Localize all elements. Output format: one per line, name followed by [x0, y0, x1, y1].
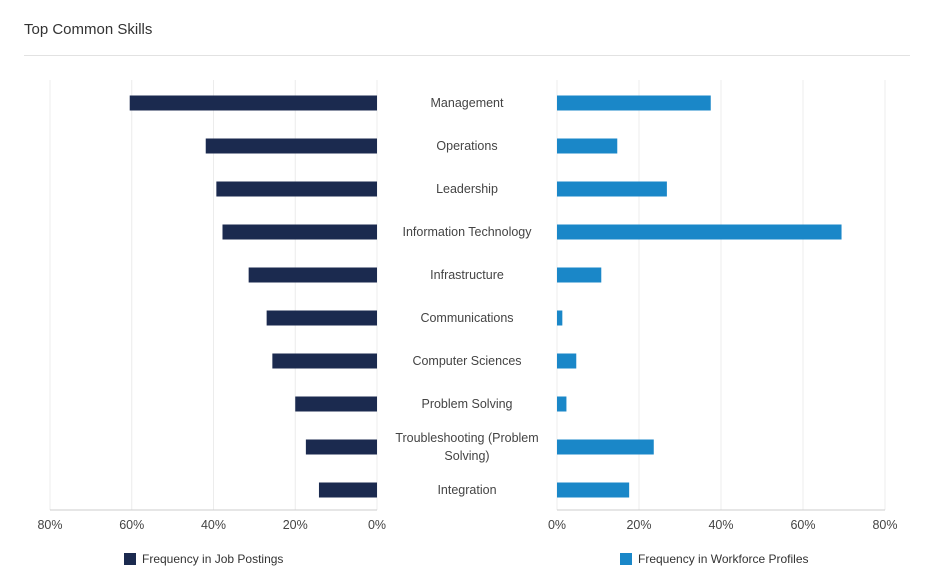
right-tick-label: 80%	[872, 518, 897, 532]
category-label: Integration	[437, 483, 496, 497]
category-label: Computer Sciences	[412, 354, 521, 368]
legend-workforce-profiles[interactable]: Frequency in Workforce Profiles	[620, 552, 809, 566]
bar-job-postings	[272, 353, 377, 369]
bar-workforce-profiles	[557, 439, 654, 455]
category-label-line: Problem Solving	[421, 397, 512, 411]
bar-job-postings	[318, 482, 377, 498]
category-label: Leadership	[436, 182, 498, 196]
category-label-line: Computer Sciences	[412, 354, 521, 368]
bar-job-postings	[295, 396, 377, 412]
right-tick-label: 0%	[548, 518, 566, 532]
category-label-line: Integration	[437, 483, 496, 497]
legend-label-workforce-profiles: Frequency in Workforce Profiles	[638, 552, 809, 566]
legend-label-job-postings: Frequency in Job Postings	[142, 552, 284, 566]
category-label: Information Technology	[402, 225, 532, 239]
bar-workforce-profiles	[557, 95, 711, 111]
category-label-line: Leadership	[436, 182, 498, 196]
legend-job-postings[interactable]: Frequency in Job Postings	[124, 552, 283, 566]
category-label-line: Information Technology	[402, 225, 532, 239]
category-label-line: Troubleshooting (Problem	[395, 431, 538, 445]
right-tick-label: 60%	[790, 518, 815, 532]
bar-job-postings	[129, 95, 377, 111]
category-label: Infrastructure	[430, 268, 504, 282]
left-tick-label: 20%	[283, 518, 308, 532]
bar-job-postings	[205, 138, 377, 154]
bar-job-postings	[266, 310, 377, 326]
left-tick-label: 0%	[368, 518, 386, 532]
bar-workforce-profiles	[557, 482, 630, 498]
category-label-line: Communications	[420, 311, 513, 325]
category-label: Operations	[436, 139, 497, 153]
bar-workforce-profiles	[557, 310, 563, 326]
category-label-line: Infrastructure	[430, 268, 504, 282]
right-tick-label: 20%	[626, 518, 651, 532]
category-label: Communications	[420, 311, 513, 325]
chart-title: Top Common Skills	[24, 21, 153, 38]
bar-workforce-profiles	[557, 353, 577, 369]
bar-workforce-profiles	[557, 396, 567, 412]
left-tick-label: 40%	[201, 518, 226, 532]
category-label: Management	[431, 96, 504, 110]
left-tick-label: 60%	[119, 518, 144, 532]
category-label: Troubleshooting (Problem Solving)	[395, 431, 538, 463]
bar-job-postings	[222, 224, 377, 240]
left-tick-label: 80%	[37, 518, 62, 532]
category-label: Problem Solving	[421, 397, 512, 411]
category-label-line: Solving)	[444, 449, 489, 463]
title-divider	[24, 55, 910, 56]
legend-swatch-job-postings	[124, 553, 136, 565]
bar-workforce-profiles	[557, 181, 667, 197]
right-tick-label: 40%	[708, 518, 733, 532]
bar-job-postings	[248, 267, 377, 283]
bar-workforce-profiles	[557, 138, 618, 154]
bar-job-postings	[305, 439, 377, 455]
category-label-line: Management	[431, 96, 504, 110]
category-label-line: Operations	[436, 139, 497, 153]
bar-workforce-profiles	[557, 267, 602, 283]
bar-workforce-profiles	[557, 224, 842, 240]
bar-job-postings	[216, 181, 377, 197]
legend-swatch-workforce-profiles	[620, 553, 632, 565]
